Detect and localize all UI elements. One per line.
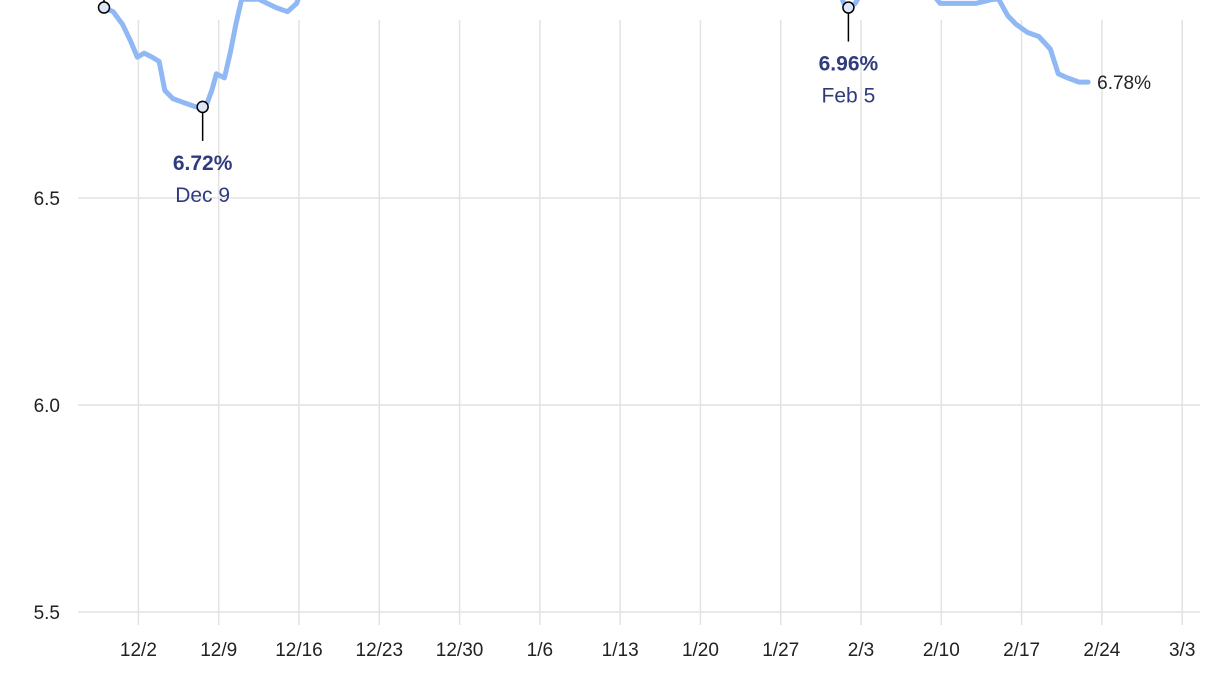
annotation-marker bbox=[196, 100, 209, 114]
annotation-date: Dec 9 bbox=[175, 184, 230, 207]
annotation-value: 6.96% bbox=[819, 53, 879, 76]
y-tick-label: 6.0 bbox=[34, 396, 60, 417]
x-tick-label: 2/17 bbox=[1003, 640, 1040, 661]
y-axis-ticks: 8.0%7.57.06.56.05.5 bbox=[34, 0, 60, 624]
annotation-0: 6.96%Nov 29 bbox=[97, 0, 111, 14]
x-tick-label: 1/13 bbox=[602, 640, 639, 661]
y-tick-label: 6.5 bbox=[34, 189, 60, 210]
annotation-marker bbox=[97, 1, 111, 14]
annotation-date: Feb 5 bbox=[822, 85, 876, 108]
grid-layer bbox=[78, 20, 1200, 625]
end-label-layer: 6.78% bbox=[1097, 73, 1151, 94]
series-layer bbox=[101, 0, 1091, 110]
x-tick-label: 2/10 bbox=[923, 640, 960, 661]
y-tick-label: 5.5 bbox=[34, 603, 60, 624]
series-line-0 bbox=[101, 0, 1091, 110]
x-tick-label: 12/2 bbox=[120, 640, 157, 661]
x-tick-label: 12/9 bbox=[200, 640, 237, 661]
x-tick-label: 3/3 bbox=[1169, 640, 1195, 661]
x-tick-label: 12/23 bbox=[356, 640, 404, 661]
annotation-1: 6.72% Dec 9 bbox=[173, 100, 233, 207]
annotation-4: 6.96% Feb 5 bbox=[819, 1, 879, 108]
x-tick-label: 2/24 bbox=[1083, 640, 1120, 661]
x-tick-label: 1/6 bbox=[527, 640, 553, 661]
end-value-label: 6.78% bbox=[1097, 73, 1151, 94]
x-tick-label: 12/30 bbox=[436, 640, 484, 661]
annotation-value: 6.72% bbox=[173, 152, 233, 175]
annotation-marker bbox=[842, 1, 855, 14]
x-axis-ticks: 12/2 12/9 12/16 12/23 12/30 1/6 1/13 1/20 1/27 2/… bbox=[120, 640, 1195, 661]
x-tick-label: 1/20 bbox=[682, 640, 719, 661]
x-tick-label: 12/16 bbox=[275, 640, 323, 661]
x-tick-label: 1/27 bbox=[762, 640, 799, 661]
x-tick-label: 2/3 bbox=[848, 640, 874, 661]
annotation-layer: 6.96%Nov 296.72%Dec 97.19%Dec 247.30%Jan… bbox=[97, 0, 879, 207]
y-tick-label: 7.0 bbox=[34, 0, 60, 3]
